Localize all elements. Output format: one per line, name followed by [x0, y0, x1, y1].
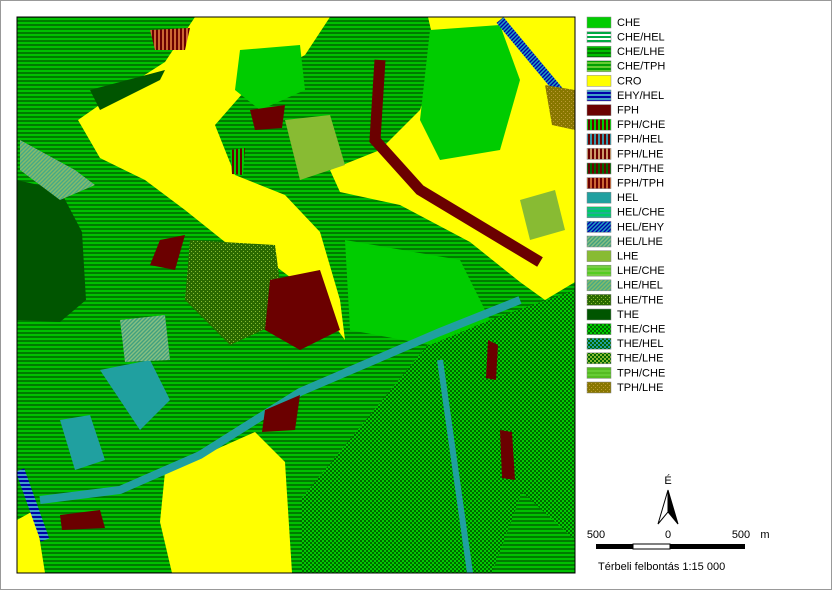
legend-swatch	[586, 89, 612, 102]
fph-area	[500, 430, 515, 480]
legend-swatch	[586, 264, 612, 277]
resolution-note: Térbeli felbontás 1:15 000	[598, 561, 725, 573]
north-arrow-right	[667, 489, 679, 525]
scale-segment	[596, 544, 633, 549]
hel-strip	[39, 296, 522, 504]
legend-label: FPH/THE	[617, 163, 664, 175]
hel-area	[60, 415, 105, 470]
hel-strip	[437, 359, 473, 573]
cro-area	[160, 432, 292, 573]
fph-area	[486, 340, 498, 380]
legend-swatch	[586, 367, 612, 379]
legend-swatch	[586, 279, 612, 292]
legend-label: EHY/HEL	[617, 90, 664, 102]
legend-label: HEL/EHY	[617, 221, 665, 233]
lhe-the-area	[185, 240, 285, 345]
legend-label: THE/HEL	[617, 338, 663, 350]
legend-label: TPH/LHE	[617, 382, 663, 394]
scale-bar: 500 0 500 m	[587, 529, 770, 550]
legend-swatch	[586, 337, 612, 350]
fph-area	[60, 510, 105, 530]
ehy-hel-strip	[17, 468, 50, 542]
scale-segment	[670, 544, 745, 549]
legend-swatch	[586, 45, 612, 58]
scale-label: 0	[665, 529, 671, 541]
legend-swatch	[586, 148, 612, 160]
legend-swatch	[586, 381, 612, 394]
legend-label: LHE/CHE	[617, 265, 665, 277]
the-che-area	[300, 290, 575, 573]
scale-label: 500	[587, 529, 605, 541]
legend: CHE CHE/HEL CHE/LHE CHE/TPH CRO EHY/HEL FPH FPH…	[586, 16, 665, 394]
north-arrow: É	[657, 474, 679, 525]
fph-area	[250, 105, 285, 130]
legend-label: CHE	[617, 17, 640, 29]
north-label: É	[664, 474, 671, 487]
legend-swatch	[586, 221, 612, 233]
legend-label: CRO	[617, 75, 642, 87]
scale-segment	[632, 543, 671, 550]
legend-swatch	[586, 323, 612, 335]
hel-lhe-area	[120, 315, 170, 362]
legend-label: LHE/HEL	[617, 280, 663, 292]
legend-label: HEL/CHE	[617, 207, 665, 219]
legend-swatch	[586, 294, 612, 306]
che-area	[420, 25, 520, 160]
che-area	[345, 240, 490, 345]
legend-swatch	[586, 118, 612, 131]
legend-label: CHE/HEL	[617, 32, 665, 44]
legend-label: THE/CHE	[617, 324, 665, 336]
fph-road	[369, 59, 543, 267]
tph-lhe-area	[545, 85, 575, 130]
hel-area	[100, 360, 170, 430]
lhe-hel-area	[20, 140, 95, 200]
legend-swatch	[586, 31, 612, 43]
legend-swatch	[586, 16, 612, 29]
che-area	[235, 45, 305, 110]
legend-label: CHE/LHE	[617, 46, 665, 58]
the-area	[90, 70, 165, 110]
legend-label: THE/LHE	[617, 353, 663, 365]
map-border	[16, 16, 576, 574]
legend-label: FPH/LHE	[617, 148, 663, 160]
legend-label: FPH/CHE	[617, 119, 665, 131]
lhe-area	[520, 190, 565, 240]
legend-swatch	[586, 133, 612, 146]
the-area	[17, 180, 86, 322]
legend-swatch	[586, 352, 612, 365]
legend-swatch	[586, 162, 612, 175]
legend-label: CHE/TPH	[617, 61, 665, 73]
legend-swatch	[586, 235, 612, 248]
legend-label: TPH/CHE	[617, 367, 665, 379]
fph-che-area	[230, 148, 245, 175]
map	[16, 16, 576, 574]
fph-area	[265, 270, 340, 350]
legend-label: HEL	[617, 192, 638, 204]
legend-label: FPH/HEL	[617, 134, 663, 146]
scale-label: 500	[732, 529, 750, 541]
legend-swatch	[586, 177, 612, 189]
scale-unit: m	[760, 529, 769, 541]
legend-swatch	[586, 206, 612, 219]
cro-area	[78, 17, 345, 340]
fph-area	[262, 395, 300, 432]
lhe-area	[285, 115, 345, 180]
legend-label: FPH	[617, 105, 639, 117]
fph-tph-area	[150, 28, 190, 50]
legend-label: FPH/TPH	[617, 178, 664, 190]
legend-swatch	[586, 60, 612, 73]
legend-swatch	[586, 191, 612, 204]
fph-area	[150, 235, 185, 270]
legend-swatch	[586, 104, 612, 116]
legend-label: LHE	[617, 251, 638, 263]
legend-swatch	[586, 250, 612, 262]
legend-label: THE	[617, 309, 639, 321]
legend-label: HEL/LHE	[617, 236, 663, 248]
cro-area	[17, 510, 45, 573]
legend-swatch	[586, 75, 612, 87]
legend-swatch	[586, 308, 612, 321]
legend-label: LHE/THE	[617, 294, 663, 306]
